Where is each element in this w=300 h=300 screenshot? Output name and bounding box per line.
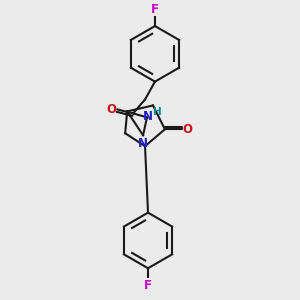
Text: F: F <box>144 279 152 292</box>
Text: F: F <box>151 3 159 16</box>
Text: O: O <box>106 103 116 116</box>
Text: O: O <box>183 123 193 136</box>
Text: N: N <box>143 110 153 123</box>
Text: N: N <box>138 137 148 150</box>
Text: H: H <box>153 107 161 117</box>
